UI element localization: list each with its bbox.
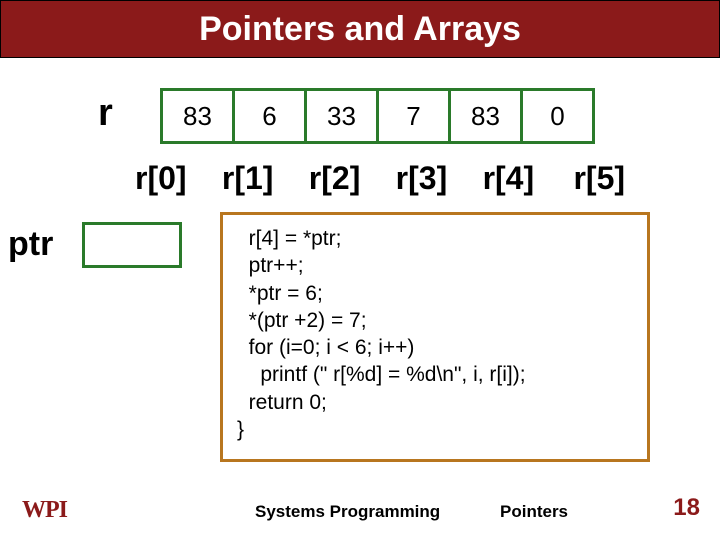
title-bar: Pointers and Arrays: [0, 0, 720, 58]
index-label: r[1]: [222, 160, 300, 197]
logo: WPI: [22, 497, 67, 524]
index-label: r[3]: [396, 160, 474, 197]
array-boxes: 83 6 33 7 83 0: [160, 88, 595, 144]
code-line: ptr++;: [237, 252, 633, 279]
index-label: r[4]: [483, 160, 565, 197]
array-cell: 83: [160, 88, 235, 144]
code-line: for (i=0; i < 6; i++): [237, 334, 633, 361]
code-box: r[4] = *ptr; ptr++; *ptr = 6; *(ptr +2) …: [220, 212, 650, 462]
ptr-label: ptr: [8, 225, 53, 264]
array-label: r: [98, 92, 113, 135]
code-line: printf (" r[%d] = %d\n", i, r[i]);: [237, 361, 633, 388]
code-line: }: [237, 416, 633, 443]
footer-right-text: Pointers: [500, 502, 568, 522]
array-indices: r[0] r[1] r[2] r[3] r[4] r[5]: [135, 160, 625, 197]
footer: WPI Systems Programming Pointers 18: [0, 494, 720, 524]
code-line: r[4] = *ptr;: [237, 225, 633, 252]
array-cell: 33: [304, 88, 379, 144]
array-cell: 7: [376, 88, 451, 144]
array-cell: 0: [520, 88, 595, 144]
page-title: Pointers and Arrays: [199, 10, 521, 49]
ptr-box: [82, 222, 182, 268]
index-label: r[0]: [135, 160, 213, 197]
code-line: *ptr = 6;: [237, 280, 633, 307]
index-label: r[2]: [309, 160, 387, 197]
page-number: 18: [673, 494, 700, 522]
array-cell: 6: [232, 88, 307, 144]
array-cell: 83: [448, 88, 523, 144]
footer-center-text: Systems Programming: [255, 502, 440, 522]
index-label: r[5]: [573, 160, 625, 197]
code-line: return 0;: [237, 389, 633, 416]
code-line: *(ptr +2) = 7;: [237, 307, 633, 334]
